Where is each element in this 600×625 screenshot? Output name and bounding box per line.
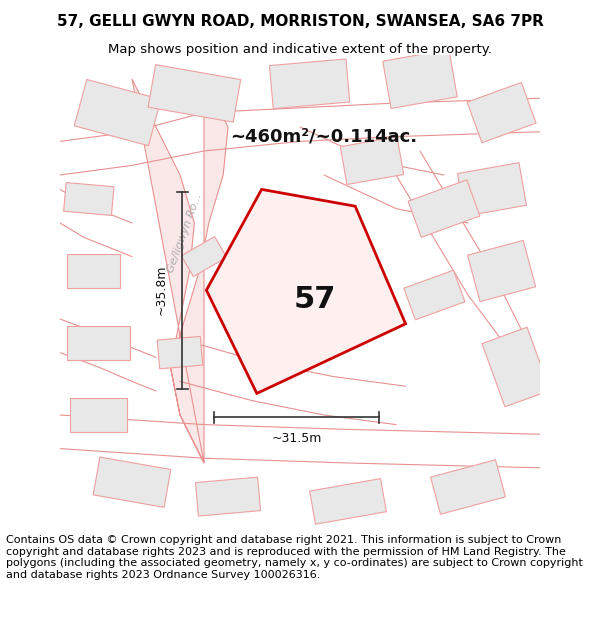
Polygon shape xyxy=(196,477,260,516)
Polygon shape xyxy=(482,328,550,407)
Text: ~31.5m: ~31.5m xyxy=(271,432,322,445)
Polygon shape xyxy=(408,180,480,238)
Polygon shape xyxy=(67,326,130,360)
Polygon shape xyxy=(74,79,161,146)
Polygon shape xyxy=(467,241,536,302)
Text: 57: 57 xyxy=(293,285,335,314)
Polygon shape xyxy=(383,49,457,109)
Polygon shape xyxy=(458,162,526,216)
Polygon shape xyxy=(404,270,465,320)
Polygon shape xyxy=(340,137,404,184)
Polygon shape xyxy=(206,189,406,393)
Text: Contains OS data © Crown copyright and database right 2021. This information is : Contains OS data © Crown copyright and d… xyxy=(6,535,583,580)
Polygon shape xyxy=(148,64,241,122)
Polygon shape xyxy=(70,398,127,432)
Polygon shape xyxy=(310,479,386,524)
Polygon shape xyxy=(64,182,114,216)
Text: Ge/ligwyn Ro...: Ge/ligwyn Ro... xyxy=(166,191,204,274)
Polygon shape xyxy=(269,59,350,109)
Polygon shape xyxy=(93,457,171,508)
Text: ~460m²/~0.114ac.: ~460m²/~0.114ac. xyxy=(230,127,418,146)
Text: Map shows position and indicative extent of the property.: Map shows position and indicative extent… xyxy=(108,43,492,56)
Polygon shape xyxy=(431,460,505,514)
Polygon shape xyxy=(157,336,203,369)
Polygon shape xyxy=(67,254,120,288)
Polygon shape xyxy=(132,79,228,463)
Polygon shape xyxy=(181,237,227,277)
Text: ~35.8m: ~35.8m xyxy=(155,265,168,316)
Polygon shape xyxy=(467,82,536,142)
Text: 57, GELLI GWYN ROAD, MORRISTON, SWANSEA, SA6 7PR: 57, GELLI GWYN ROAD, MORRISTON, SWANSEA,… xyxy=(56,14,544,29)
